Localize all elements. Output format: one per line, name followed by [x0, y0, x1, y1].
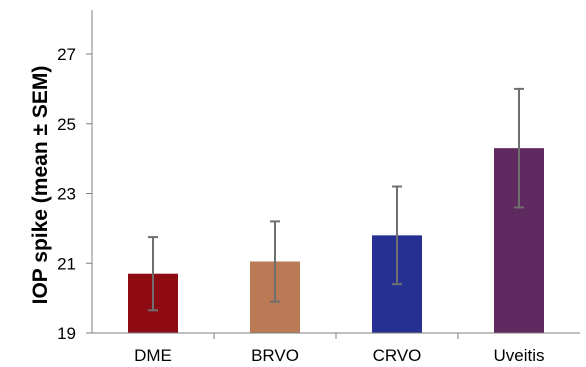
- y-tick-label: 19: [57, 324, 76, 343]
- y-tick-label: 21: [57, 254, 76, 273]
- y-axis-title: IOP spike (mean ± SEM): [29, 66, 52, 305]
- x-tick-label: Uveitis: [493, 346, 544, 365]
- y-axis: 19 21 23 25 27: [57, 10, 93, 343]
- x-tick-label: DME: [134, 346, 172, 365]
- x-tick-label: BRVO: [251, 346, 299, 365]
- x-tick-label: CRVO: [373, 346, 422, 365]
- y-tick-label: 25: [57, 115, 76, 134]
- y-tick-label: 23: [57, 185, 76, 204]
- y-tick-label: 27: [57, 45, 76, 64]
- error-bars-group: [148, 87, 524, 312]
- x-axis: DME BRVO CRVO Uveitis: [92, 332, 580, 365]
- bars-group: [128, 148, 544, 333]
